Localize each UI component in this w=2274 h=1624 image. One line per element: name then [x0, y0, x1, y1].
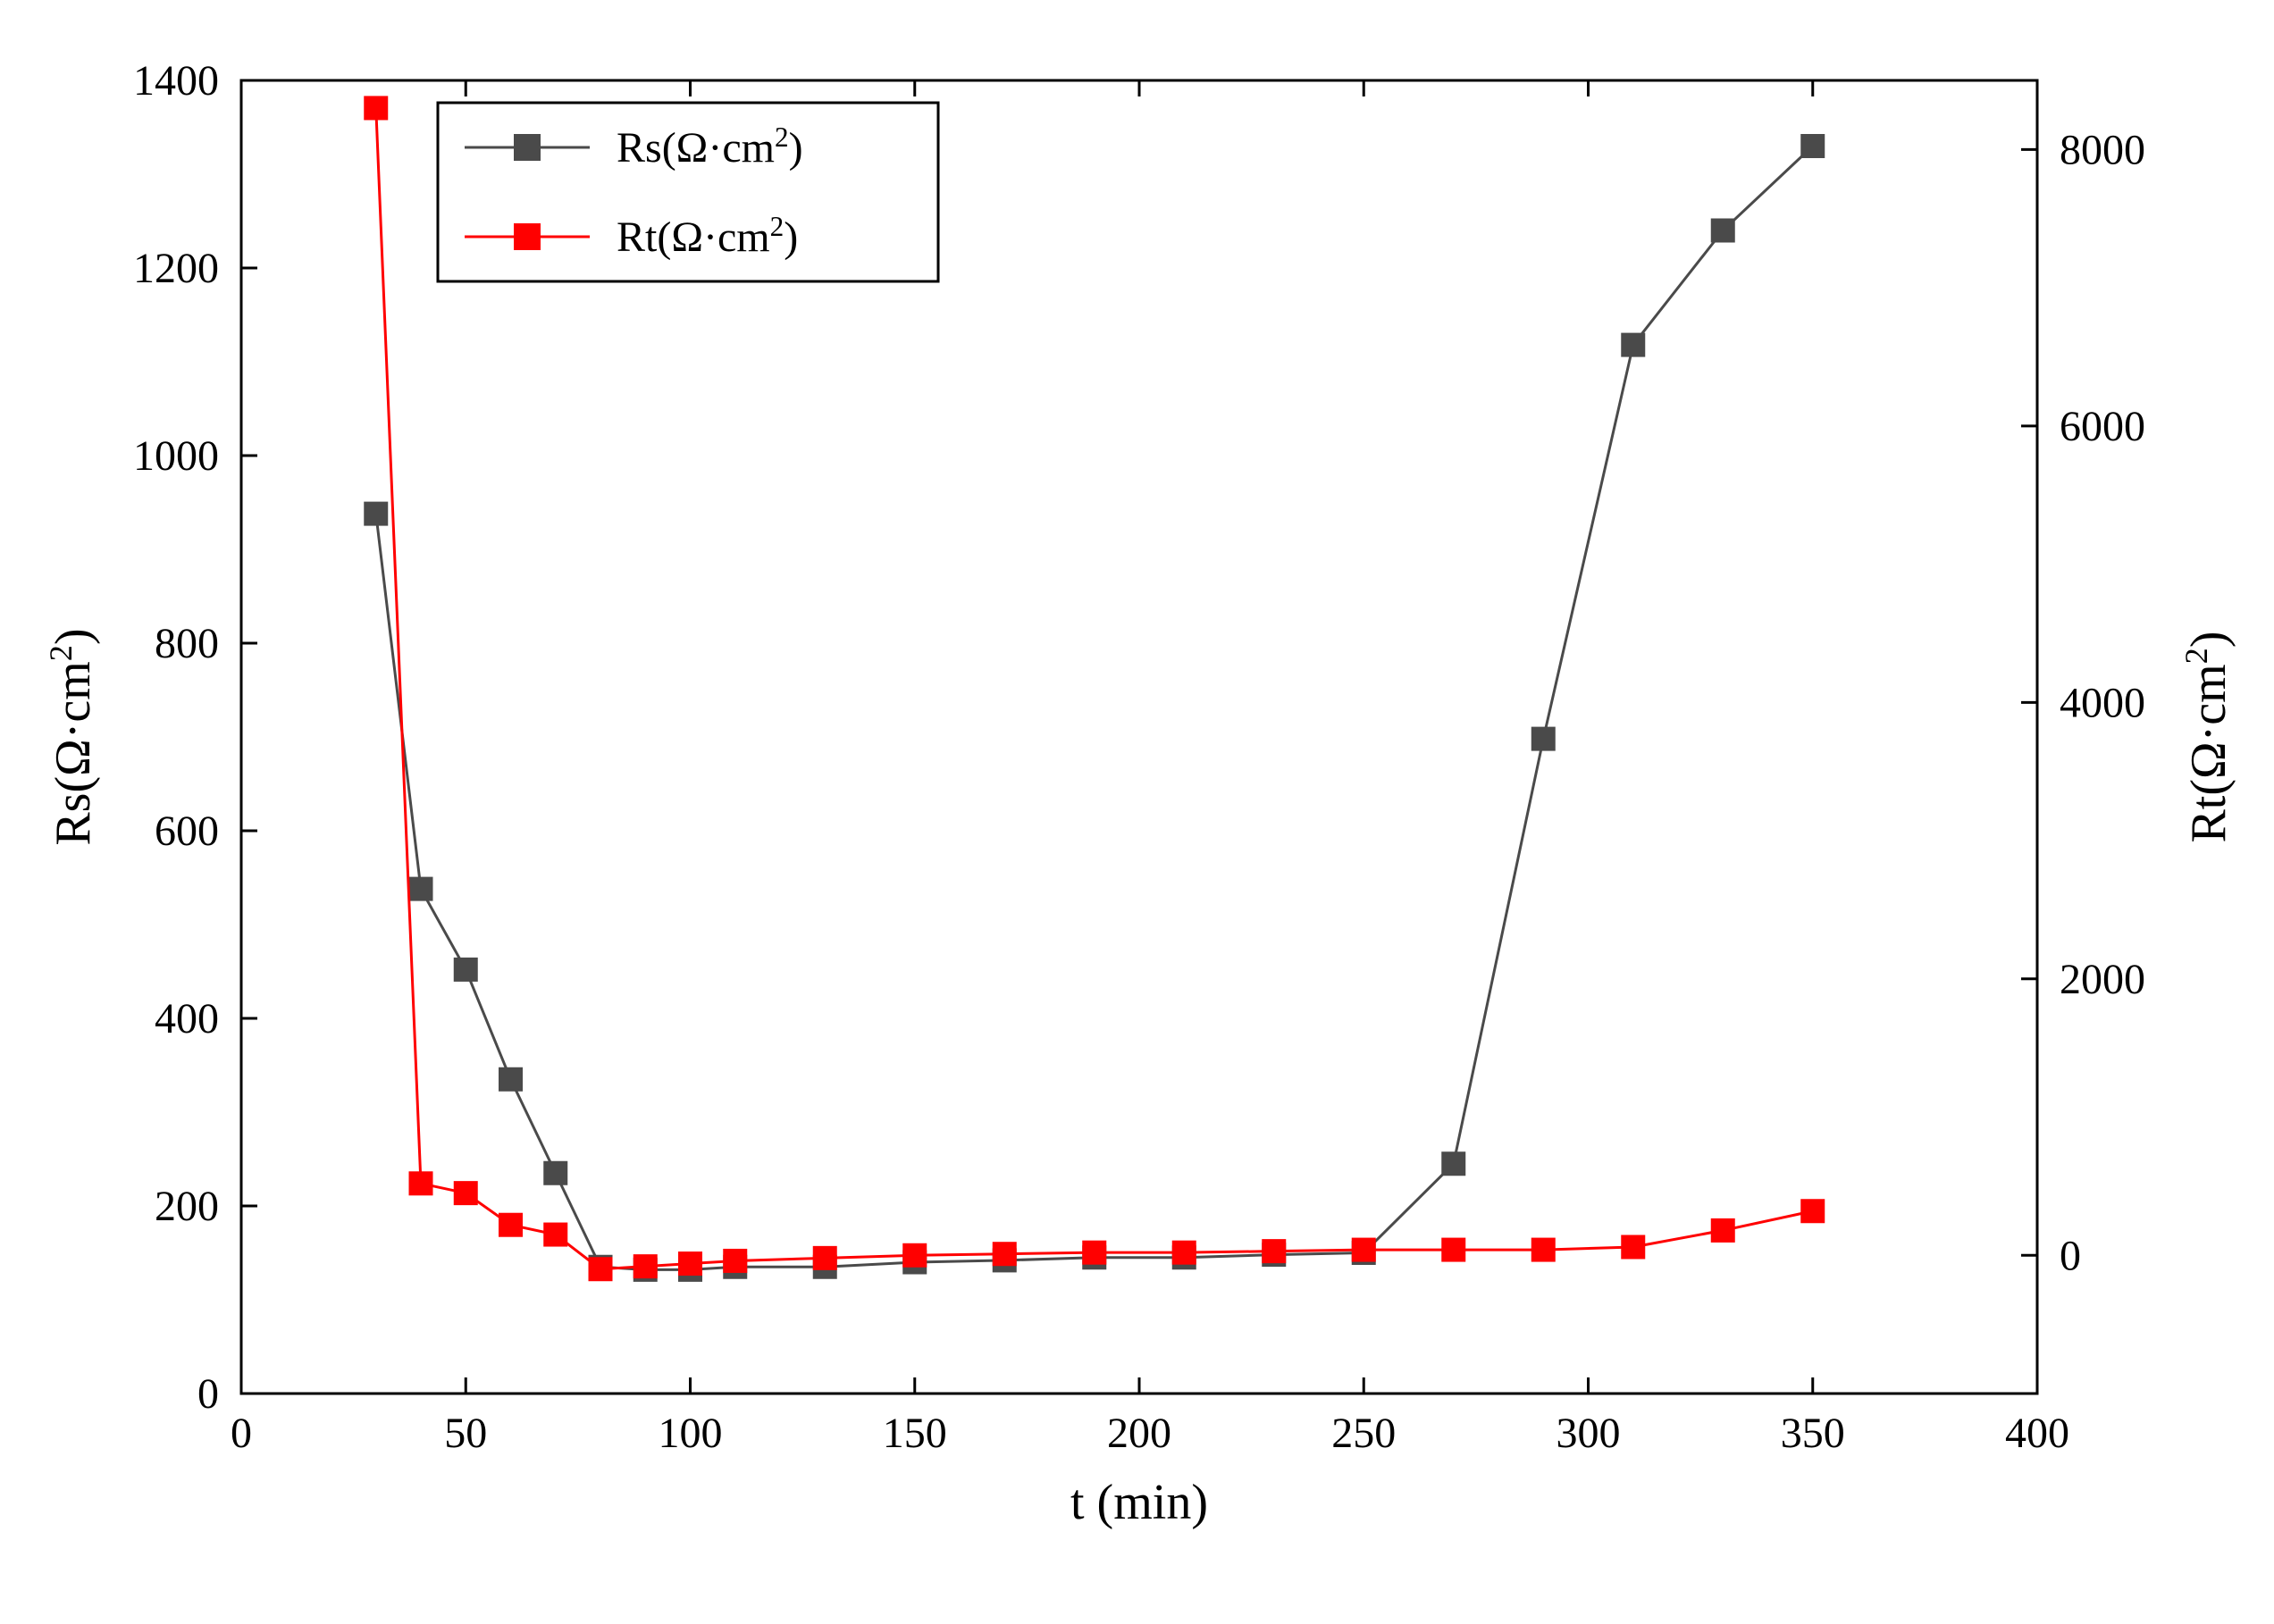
- series-marker-Rt: [365, 96, 388, 120]
- series-marker-Rt: [1801, 1200, 1825, 1223]
- series-marker-Rs: [1442, 1152, 1465, 1176]
- x-tick-label: 100: [659, 1410, 723, 1457]
- x-tick-label: 50: [444, 1410, 487, 1457]
- y-right-tick-label: 0: [2060, 1232, 2081, 1279]
- y-left-tick-label: 800: [155, 620, 219, 667]
- series-marker-Rt: [813, 1246, 836, 1269]
- series-marker-Rt: [993, 1243, 1016, 1266]
- series-marker-Rt: [634, 1255, 657, 1278]
- series-marker-Rt: [1263, 1240, 1286, 1263]
- y-left-tick-label: 200: [155, 1183, 219, 1230]
- series-marker-Rt: [724, 1249, 747, 1272]
- x-tick-label: 150: [883, 1410, 947, 1457]
- x-tick-label: 350: [1781, 1410, 1845, 1457]
- series-marker-Rt: [544, 1223, 567, 1246]
- series-marker-Rs: [1801, 135, 1825, 158]
- series-marker-Rt: [499, 1213, 523, 1236]
- y-left-tick-label: 400: [155, 995, 219, 1042]
- series-marker-Rt: [679, 1252, 702, 1276]
- chart-container: 0501001502002503003504000200400600800100…: [0, 0, 2274, 1624]
- series-marker-Rs: [544, 1161, 567, 1185]
- series-marker-Rt: [454, 1182, 477, 1205]
- series-marker-Rs: [1531, 727, 1555, 750]
- y-right-tick-label: 8000: [2060, 126, 2145, 173]
- series-marker-Rs: [499, 1067, 523, 1091]
- series-marker-Rs: [1622, 333, 1645, 356]
- x-tick-label: 400: [2005, 1410, 2069, 1457]
- series-marker-Rt: [1531, 1238, 1555, 1261]
- y-right-tick-label: 4000: [2060, 679, 2145, 726]
- series-marker-Rt: [903, 1243, 927, 1267]
- x-tick-label: 250: [1331, 1410, 1396, 1457]
- series-marker-Rt: [1442, 1238, 1465, 1261]
- legend: Rs(Ω·cm2)Rt(Ω·cm2): [438, 103, 938, 281]
- series-marker-Rs: [409, 877, 432, 900]
- series-marker-Rs: [1711, 219, 1734, 242]
- series-marker-Rs: [454, 958, 477, 981]
- x-axis-label: t (min): [1070, 1475, 1208, 1530]
- series-marker-Rt: [1083, 1241, 1106, 1264]
- y-left-tick-label: 1400: [133, 57, 219, 105]
- chart-svg: 0501001502002503003504000200400600800100…: [0, 0, 2274, 1624]
- y-right-tick-label: 6000: [2060, 403, 2145, 450]
- x-tick-label: 0: [231, 1410, 252, 1457]
- x-tick-label: 300: [1557, 1410, 1621, 1457]
- y-left-tick-label: 0: [197, 1370, 219, 1418]
- series-marker-Rt: [1622, 1235, 1645, 1259]
- x-tick-label: 200: [1107, 1410, 1171, 1457]
- y-left-tick-label: 600: [155, 808, 219, 855]
- series-marker-Rt: [409, 1172, 432, 1195]
- series-marker-Rs: [365, 502, 388, 525]
- series-marker-Rt: [1172, 1241, 1196, 1264]
- series-marker-Rt: [589, 1258, 612, 1281]
- y-left-tick-label: 1000: [133, 432, 219, 480]
- series-marker-Rt: [1711, 1218, 1734, 1242]
- series-marker-Rt: [1352, 1238, 1375, 1261]
- y-left-tick-label: 1200: [133, 245, 219, 292]
- y-right-tick-label: 2000: [2060, 956, 2145, 1003]
